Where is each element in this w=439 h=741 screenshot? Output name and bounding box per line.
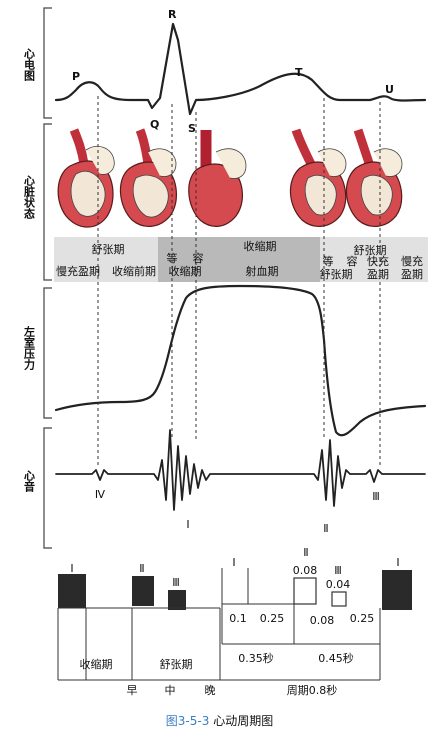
sound-label-s2: Ⅱ [323,522,328,535]
caption-title: 心动周期图 [213,714,274,728]
row-label-heart: 心脏状态 [23,175,36,219]
ecg-t-label: T [295,66,303,79]
heart-frame [43,123,52,281]
timing-label-s2: Ⅱ [139,562,144,575]
svg-text:心音: 心音 [23,470,36,493]
row-label-ecg: 心电图 [23,48,36,82]
band-label-rapid-2: 快充 [367,254,389,268]
band-label-rapid-1: 容 [347,254,358,268]
timing-v025b: 0.25 [350,612,375,625]
band-label-ejection: 射血期 [246,264,279,278]
timing-diastole: 舒张期 [160,657,193,671]
band-label-systole: 收缩期 [244,239,277,253]
timing-mid: 中 [165,684,176,697]
dashed-guides [97,96,381,466]
timing-bar-s1b [382,570,412,610]
pressure-curve [54,284,427,437]
band-diastole-right [320,237,428,282]
ecg-u-label: U [385,83,394,96]
timing-right-s1: Ⅰ [232,556,235,569]
timing-box-s2 [293,577,317,605]
band-label-iso3: 收缩期 [169,264,202,278]
heart-illustrations [57,128,403,228]
timing-chart: Ⅰ Ⅱ Ⅲ 收缩期 舒张期 早 中 晚 Ⅰ Ⅱ 0.08 Ⅲ 0.04 0.1 … [57,546,412,697]
sound-label-s3: Ⅲ [372,490,380,503]
heart-sound-trace [55,429,426,511]
timing-late: 晚 [205,684,216,697]
timing-period: 周期0.8秒 [287,683,338,697]
timing-sec035: 0.35秒 [238,651,274,665]
timing-label-s1: Ⅰ [70,562,73,575]
sound-label-s1: Ⅰ [186,518,189,531]
band-systole [158,237,320,282]
band-label-slow-fill: 慢充盈期 [56,264,100,278]
heart-2 [119,128,177,227]
band-label-iso-relax-1: 等 [323,254,334,268]
timing-right-s2: Ⅱ [303,546,308,559]
band-label-slow-2a: 慢充 [401,254,423,268]
timing-v01: 0.1 [229,612,247,625]
svg-text:心电图: 心电图 [23,48,36,82]
timing-bar-s3 [168,590,186,610]
timing-v008b: 0.08 [310,614,335,627]
figure-caption: 图3-5-3 心动周期图 [0,712,439,729]
ecg-q-label: Q [150,118,159,131]
band-label-diastole: 舒张期 [92,242,125,256]
svg-text:心脏状态: 心脏状态 [23,175,36,219]
timing-label-s3: Ⅲ [172,576,180,589]
timing-box-s3 [331,591,347,607]
timing-sec045: 0.45秒 [318,651,354,665]
timing-v004: 0.04 [326,578,351,591]
band-label-slow-2b: 盈期 [401,268,423,281]
band-label-iso1: 等 [167,251,178,265]
ecg-waveform [54,22,427,116]
timing-right-s3: Ⅲ [334,564,342,577]
sound-frame [43,427,52,549]
timing-bar-s2 [132,576,154,606]
ecg-s-label: S [188,122,196,135]
band-label-atrial-systole: 收缩前期 [112,264,156,278]
timing-v025a: 0.25 [260,612,285,625]
ecg-r-label: R [168,8,177,21]
ecg-p-label: P [72,70,80,83]
timing-bar-s1 [58,574,86,608]
timing-v008a: 0.08 [293,564,318,577]
row-label-pressure: 左室压力 [23,325,37,371]
pressure-frame [43,287,52,419]
heart-4 [289,128,347,227]
heart-5 [345,128,403,227]
band-label-diastole-2: 舒张期 [354,243,387,257]
heart-3 [188,130,247,227]
row-label-sound: 心音 [23,470,36,493]
heart-1 [57,128,115,228]
band-label-iso2: 容 [193,251,204,265]
ecg-frame [43,7,52,119]
svg-text:左室压力: 左室压力 [23,325,37,371]
caption-number: 图3-5-3 [165,714,210,728]
band-label-iso-relax-2: 舒张期 [320,267,353,281]
timing-systole: 收缩期 [80,657,113,671]
timing-right-s1b: Ⅰ [396,556,399,569]
phase-band: 舒张期 慢充盈期 收缩前期 收缩期 等 容 收缩期 射血期 舒张期 等 舒张期 … [54,237,428,282]
band-label-rapid-3: 盈期 [367,268,389,281]
band-diastole-left [54,237,158,282]
timing-early: 早 [127,684,138,697]
sound-label-s4: Ⅳ [95,488,106,501]
